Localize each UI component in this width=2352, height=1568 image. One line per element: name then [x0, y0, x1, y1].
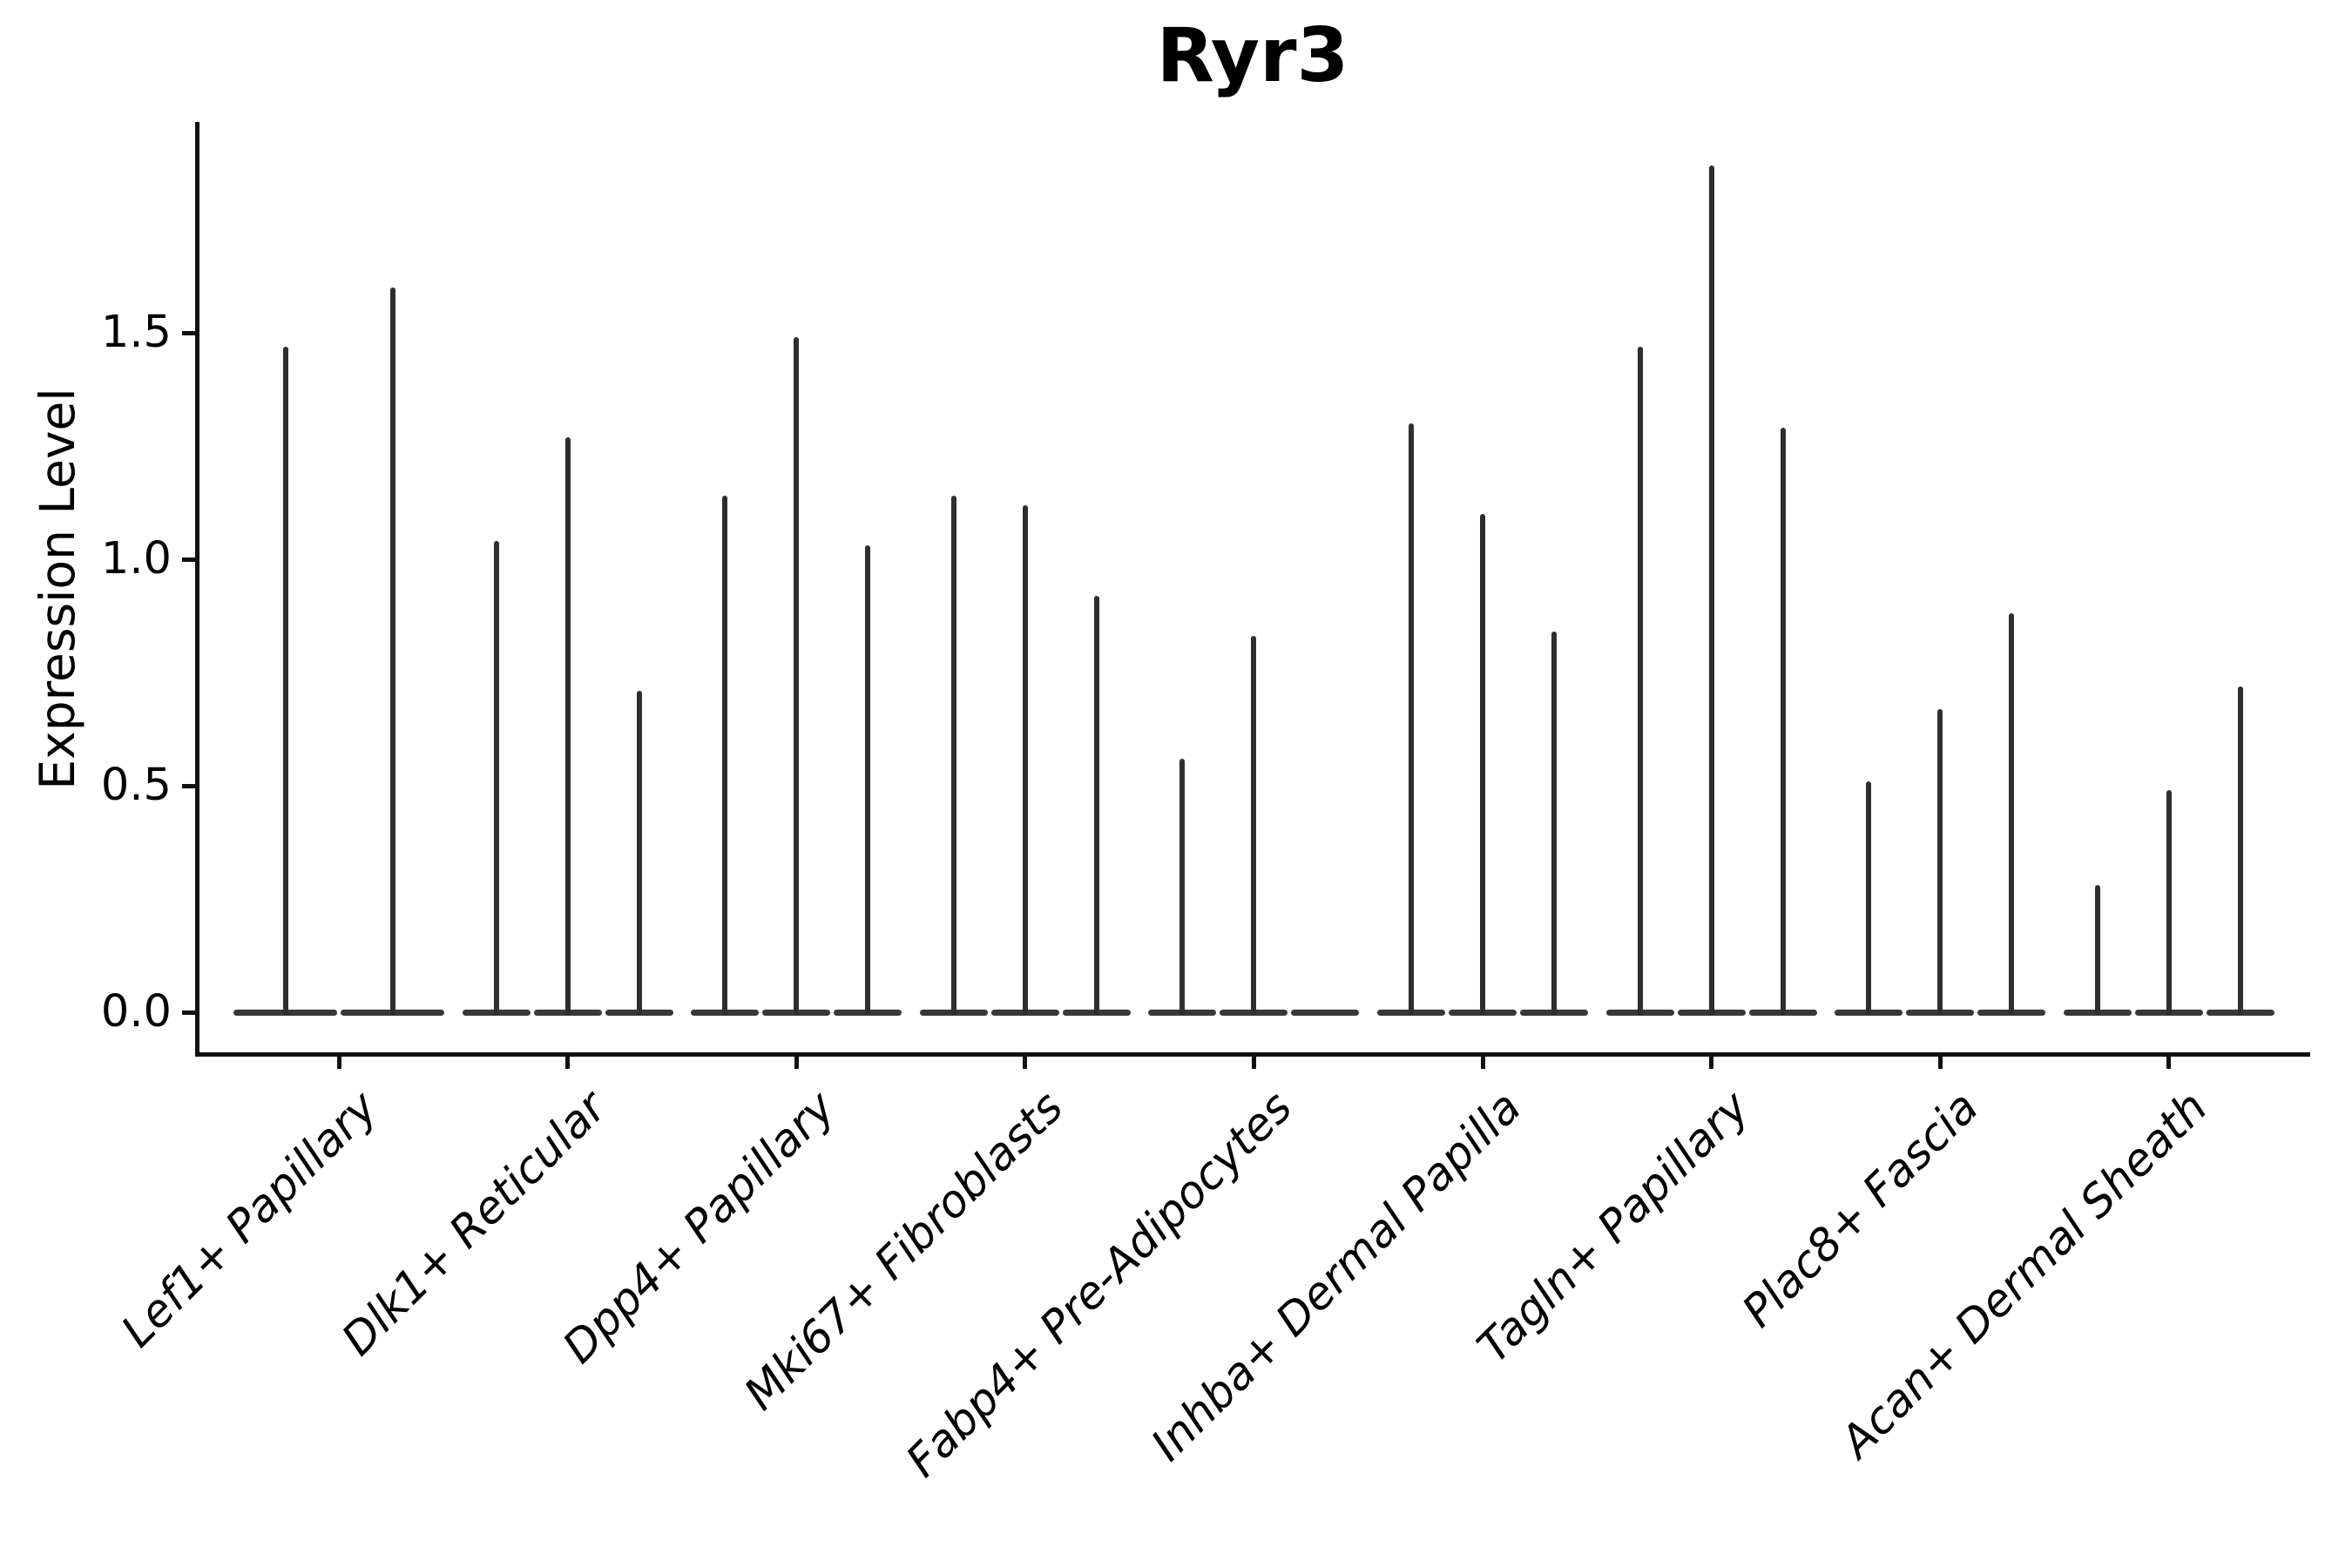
y-axis-spine [195, 122, 199, 1057]
violin-spike [1480, 514, 1485, 1015]
violin-spike [794, 337, 800, 1015]
violin-spike [1637, 346, 1643, 1015]
y-tick-label: 0.5 [100, 760, 172, 811]
y-tick-mark [182, 557, 195, 562]
violin-spike [2009, 613, 2015, 1015]
y-tick-mark [182, 783, 195, 788]
violin-spike [1551, 632, 1557, 1015]
x-tick-mark [1251, 1057, 1256, 1069]
violin-spike [1708, 165, 1714, 1015]
x-axis-spine [195, 1052, 2310, 1057]
x-tick-mark [2166, 1057, 2172, 1069]
violin-spike [1251, 636, 1257, 1015]
y-axis-label: Expression Level [30, 388, 85, 790]
violin-spike [1022, 504, 1028, 1015]
violin-spike [1866, 781, 1872, 1015]
violin-spike [493, 541, 499, 1015]
x-tick-label: Plac8+ Fascia [1733, 1081, 1989, 1338]
x-tick-mark [1937, 1057, 1943, 1069]
violin-spike [1780, 428, 1786, 1015]
x-tick-mark [1480, 1057, 1485, 1069]
x-tick-label: Inhba+ Dermal Papilla [1141, 1081, 1531, 1472]
y-tick-label: 1.0 [100, 533, 172, 585]
violin-baseline [1291, 1009, 1360, 1016]
violin-spike [1937, 708, 1943, 1015]
violin-spike [865, 545, 871, 1015]
violin-spike [2237, 686, 2243, 1015]
violin-spike [636, 690, 642, 1015]
x-tick-label: Fabp4+ Pre-Adipocytes [896, 1081, 1303, 1488]
violin-spike [2166, 790, 2172, 1015]
x-tick-label: Acan+ Dermal Sheath [1831, 1081, 2218, 1469]
violin-spike [2094, 885, 2100, 1015]
y-tick-mark [182, 330, 195, 335]
violin-spike [282, 346, 288, 1015]
violin-spike [389, 287, 395, 1015]
violin-spike [722, 496, 728, 1015]
x-tick-mark [794, 1057, 799, 1069]
y-tick-label: 0.0 [100, 986, 172, 1037]
y-tick-label: 1.5 [100, 307, 172, 358]
violin-spike [1409, 423, 1414, 1015]
violin-spike [1179, 758, 1186, 1015]
x-tick-mark [336, 1057, 341, 1069]
chart-title: Ryr3 [1156, 12, 1349, 99]
x-tick-mark [1709, 1057, 1714, 1069]
violin-spike [1093, 595, 1099, 1015]
x-tick-mark [565, 1057, 571, 1069]
violin-spike [564, 436, 571, 1015]
y-tick-mark [182, 1010, 195, 1015]
x-tick-mark [1023, 1057, 1028, 1069]
violin-spike [950, 496, 956, 1015]
